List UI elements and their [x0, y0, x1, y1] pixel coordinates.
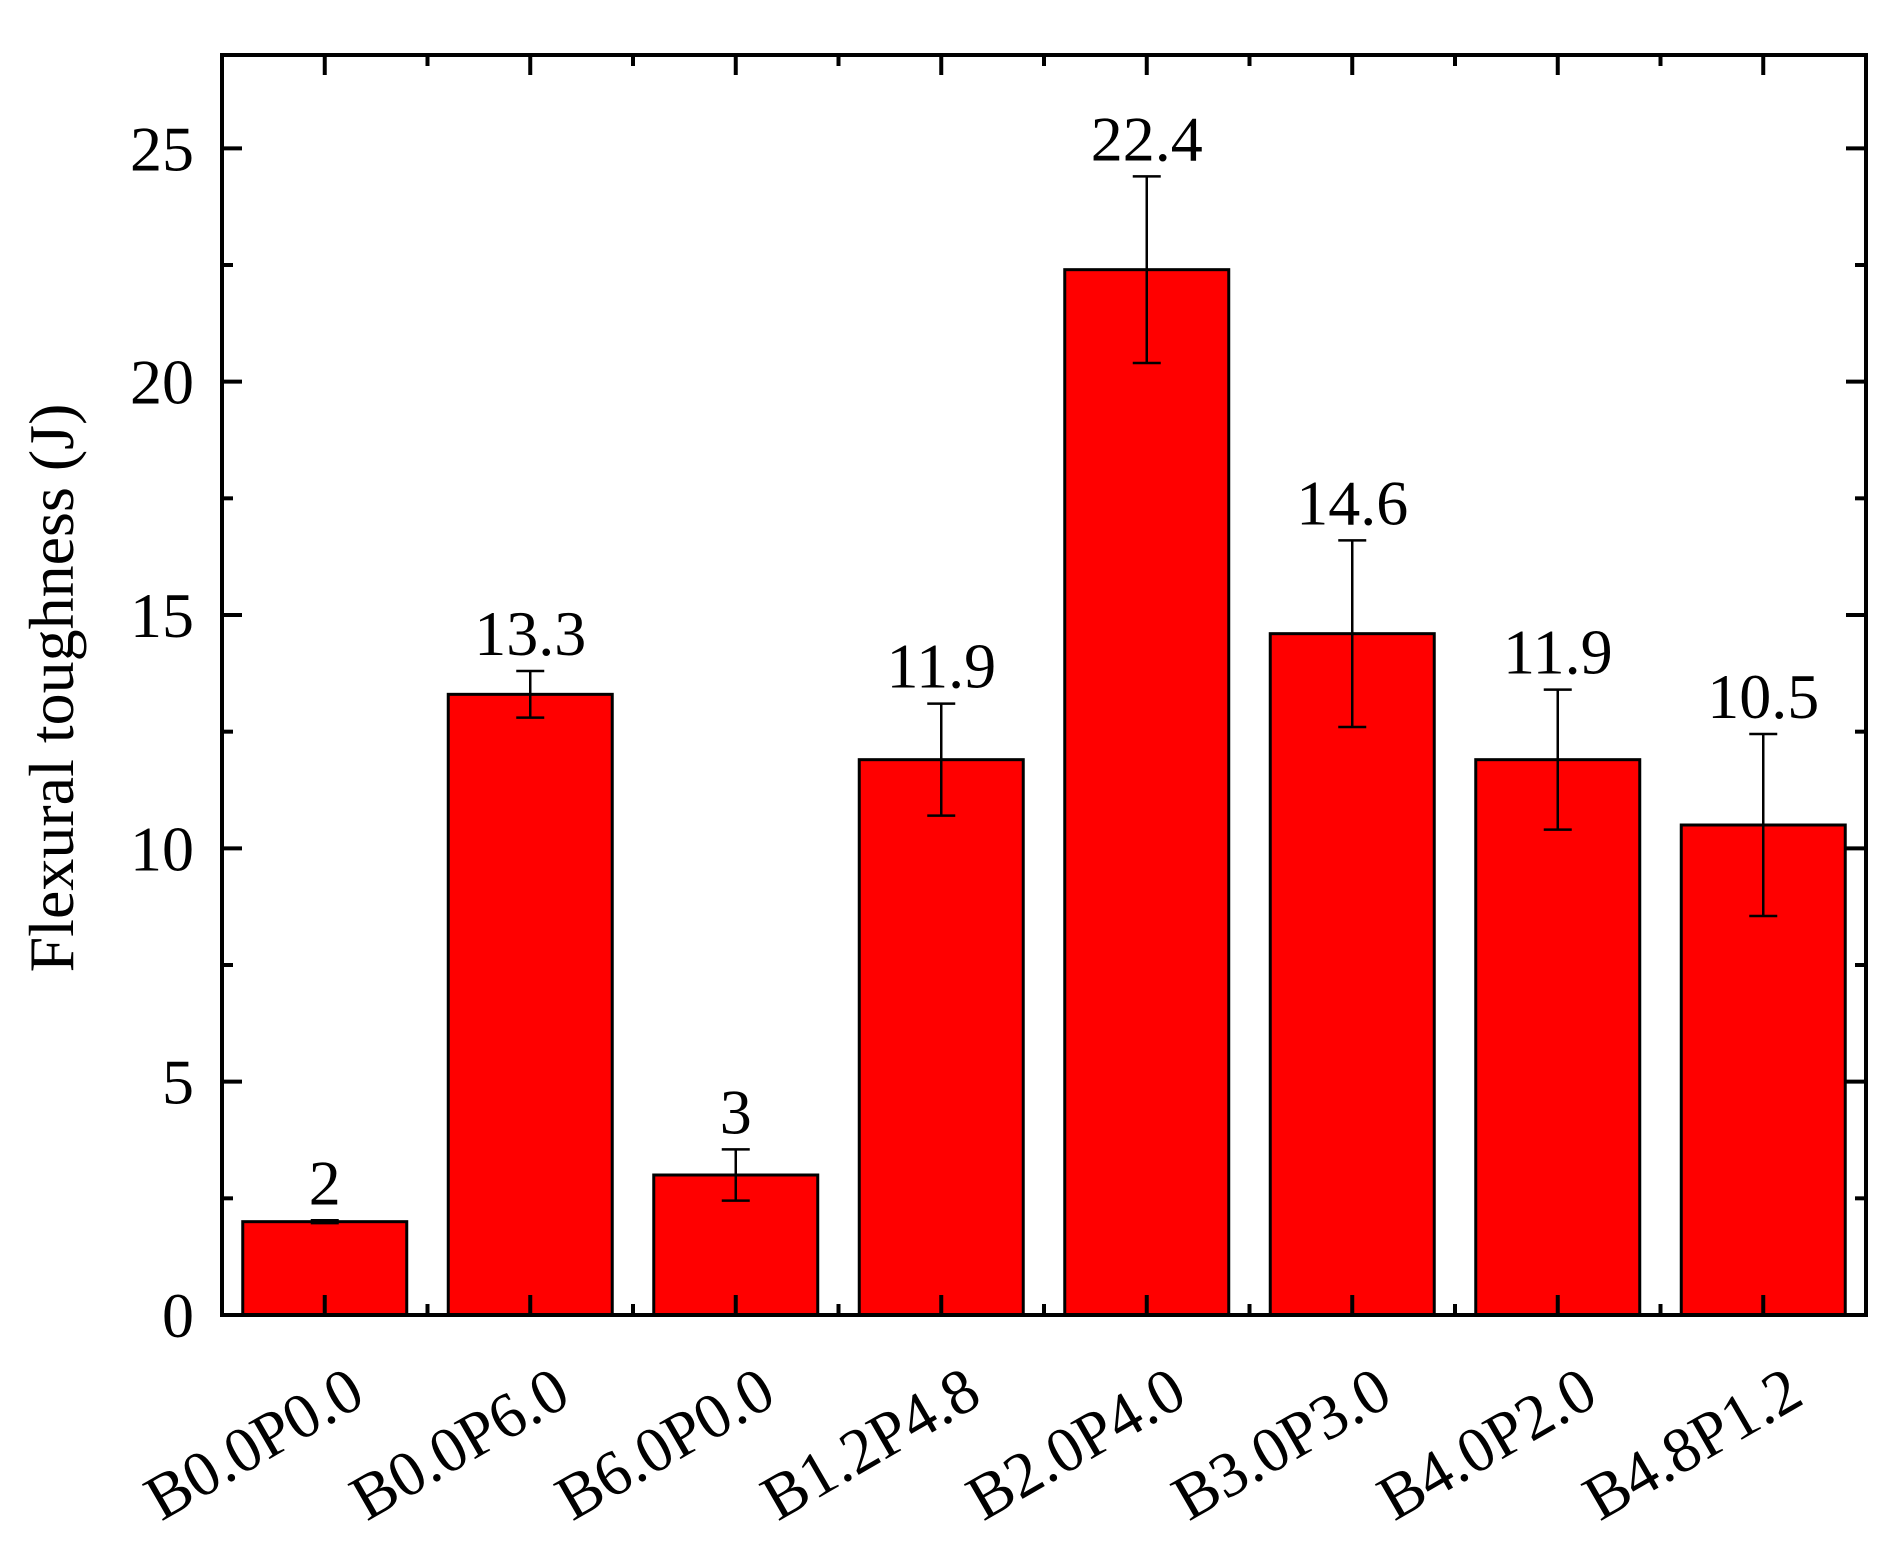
- bar: [1268, 632, 1436, 1317]
- data-label: 13.3: [474, 598, 586, 669]
- error-bar: [516, 669, 545, 719]
- y-axis-title: Flexural toughness (J): [16, 404, 87, 973]
- y-tick-label: 10: [130, 813, 194, 884]
- error-bar: [1749, 732, 1778, 918]
- data-label: 14.6: [1296, 467, 1408, 538]
- x-tick-label: B3.0P3.0: [1160, 1353, 1402, 1534]
- x-tick-label: B4.0P2.0: [1366, 1353, 1608, 1534]
- x-tick-label: B2.0P4.0: [955, 1353, 1197, 1534]
- bar: [857, 758, 1025, 1317]
- error-bar: [1338, 539, 1367, 729]
- y-tick-label: 5: [162, 1047, 194, 1118]
- x-tick-label: B6.0P0.0: [544, 1353, 786, 1534]
- errorbars-layer: [310, 175, 1778, 1225]
- data-label: 3: [720, 1076, 752, 1147]
- x-tick-label: B0.0P0.0: [133, 1353, 375, 1534]
- y-tick-label: 0: [162, 1280, 194, 1351]
- error-bar: [310, 1219, 339, 1225]
- y-tick-label: 15: [130, 580, 194, 651]
- bars-layer: [241, 268, 1847, 1317]
- x-tick-label: B4.8P1.2: [1571, 1353, 1813, 1534]
- bar: [1063, 268, 1231, 1317]
- bar: [1474, 758, 1642, 1317]
- data-label: 11.9: [886, 631, 996, 702]
- x-tick-label: B0.0P6.0: [338, 1353, 580, 1534]
- error-bar: [927, 702, 956, 817]
- data-label: 22.4: [1091, 103, 1203, 174]
- data-label: 10.5: [1707, 661, 1819, 732]
- data-label: 11.9: [1503, 617, 1613, 688]
- y-tick-label: 20: [130, 347, 194, 418]
- ticks-layer: [222, 55, 1866, 1317]
- error-bar: [1132, 175, 1161, 365]
- data-label: 2: [309, 1147, 341, 1218]
- error-bar: [1543, 688, 1572, 831]
- error-bar: [721, 1148, 750, 1202]
- bar: [446, 692, 614, 1317]
- y-tick-label: 25: [130, 113, 194, 184]
- x-tick-label: B1.2P4.8: [749, 1353, 991, 1534]
